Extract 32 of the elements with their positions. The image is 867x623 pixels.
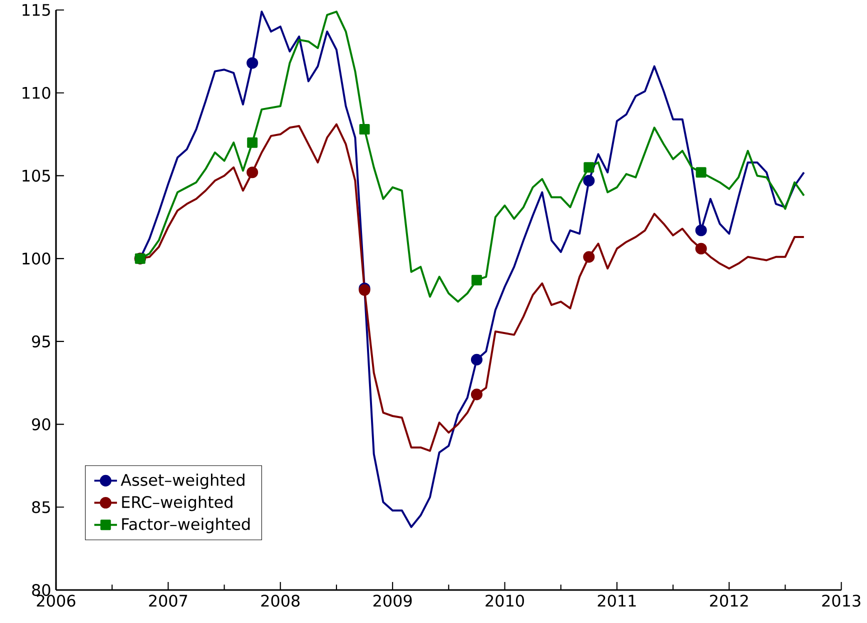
point <box>246 166 258 178</box>
y-tick-label: 100 <box>22 252 50 265</box>
point <box>696 167 706 178</box>
point <box>246 57 258 69</box>
point <box>359 124 370 135</box>
point <box>695 242 707 254</box>
legend-label: Asset–weighted <box>120 474 244 490</box>
x-tick-label: 2010 <box>486 594 524 607</box>
x-tick-label: 2007 <box>149 594 188 607</box>
point <box>470 354 482 366</box>
y-tick-label: 80 <box>32 584 50 596</box>
x-tick-label: 2013 <box>822 594 860 607</box>
y-tick-label: 115 <box>22 4 50 16</box>
point <box>583 174 595 186</box>
y-tick-label: 95 <box>32 335 50 348</box>
point <box>695 224 707 236</box>
y-tick-label: 105 <box>22 170 50 182</box>
x-tick-label: 2008 <box>261 594 300 607</box>
legend-label: ERC–weighted <box>122 496 232 512</box>
y-tick-label: 90 <box>32 418 50 430</box>
point <box>470 388 482 400</box>
point <box>471 274 482 286</box>
point <box>583 251 595 263</box>
point <box>247 137 258 148</box>
x-tick-label: 2006 <box>36 594 76 607</box>
point <box>584 162 594 173</box>
x-tick-label: 2009 <box>373 594 412 607</box>
y-tick-label: 110 <box>22 86 50 99</box>
x-tick-label: 2012 <box>710 594 748 607</box>
legend-label: Factor–weighted <box>122 518 250 534</box>
x-tick-label: 2011 <box>598 594 636 607</box>
y-tick-label: 85 <box>32 501 50 514</box>
